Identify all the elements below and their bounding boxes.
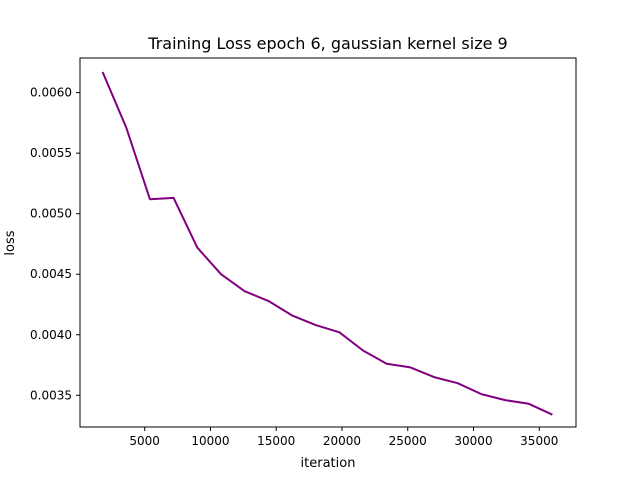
x-axis-label: iteration bbox=[301, 456, 356, 471]
y-tick-label: 0.0050 bbox=[30, 207, 72, 221]
y-tick-label: 0.0045 bbox=[30, 267, 72, 281]
y-tick-label: 0.0055 bbox=[30, 146, 72, 160]
x-tick-label: 5000 bbox=[129, 434, 160, 448]
y-tick-label: 0.0060 bbox=[30, 86, 72, 100]
x-tick-label: 25000 bbox=[389, 434, 427, 448]
loss-series-line bbox=[101, 71, 553, 416]
x-tick-label: 15000 bbox=[257, 434, 295, 448]
x-tick-label: 30000 bbox=[454, 434, 492, 448]
y-tick-label: 0.0035 bbox=[30, 388, 72, 402]
chart-title: Training Loss epoch 6, gaussian kernel s… bbox=[147, 34, 507, 53]
x-tick-label: 10000 bbox=[191, 434, 229, 448]
y-tick-label: 0.0040 bbox=[30, 328, 72, 342]
plot-frame bbox=[79, 57, 577, 428]
x-tick-label: 20000 bbox=[323, 434, 361, 448]
x-tick-label: 35000 bbox=[520, 434, 558, 448]
y-axis-label: loss bbox=[3, 230, 18, 255]
